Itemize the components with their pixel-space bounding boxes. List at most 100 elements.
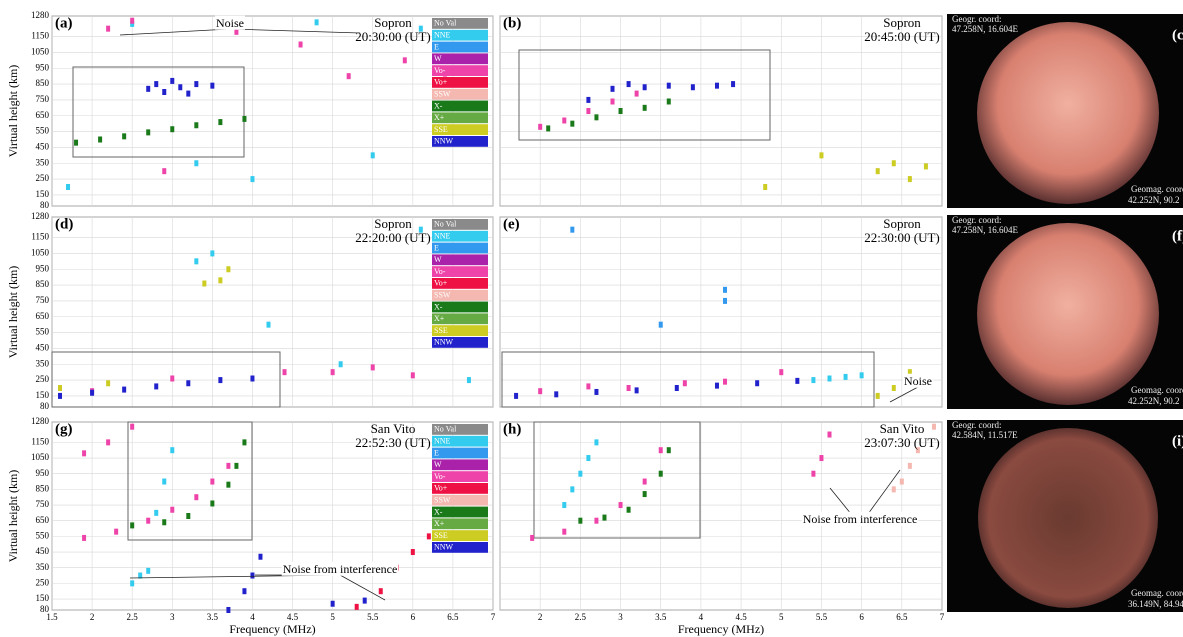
- geogr-label: Geogr. coord:: [952, 14, 1002, 24]
- echo-point: [586, 455, 591, 462]
- echo-point: [642, 478, 647, 485]
- legend-swatch: [432, 325, 488, 336]
- geomag-label: Geomag. coord:: [1131, 184, 1183, 194]
- geogr-value: 47.258N, 16.604E: [952, 24, 1018, 34]
- echo-point: [154, 509, 159, 516]
- echo-point: [266, 321, 271, 328]
- x-tick-label: 4: [250, 612, 255, 622]
- y-axis-label: Virtual height (km): [6, 65, 20, 158]
- echo-point: [402, 57, 407, 64]
- echo-point: [122, 133, 127, 140]
- echo-point: [570, 486, 575, 493]
- echo-point: [666, 447, 671, 454]
- annotation-bg: [903, 373, 933, 388]
- echo-point: [162, 478, 167, 485]
- echo-point: [210, 82, 215, 89]
- echo-point: [827, 431, 832, 438]
- echo-point: [338, 361, 343, 368]
- echo-point: [570, 226, 575, 233]
- legend-label: SSE: [434, 326, 448, 335]
- echo-point: [594, 517, 599, 524]
- time: 20:30:00 (UT): [355, 29, 430, 44]
- echo-point: [218, 277, 223, 284]
- y-tick-label: 350: [36, 358, 50, 368]
- x-tick-label: 6.5: [896, 612, 908, 622]
- legend-swatch: [432, 242, 488, 254]
- legend-swatch: [432, 112, 488, 124]
- echo-point: [426, 533, 431, 540]
- echo-point: [154, 81, 159, 88]
- echo-point: [811, 470, 816, 477]
- panel-label: (f): [1172, 228, 1183, 244]
- legend-label: NNE: [434, 232, 451, 241]
- station: Sopron: [374, 216, 412, 231]
- y-tick-label: 850: [36, 279, 50, 289]
- echo-point: [819, 455, 824, 462]
- echo-point: [178, 84, 183, 91]
- legend-label: X+: [434, 113, 445, 122]
- legend-swatch: [432, 506, 488, 518]
- y-tick-label: 450: [36, 342, 50, 352]
- legend-swatch: [432, 88, 488, 100]
- echo-point: [602, 514, 607, 521]
- panel-label: (d): [55, 216, 73, 232]
- echo-point: [642, 84, 647, 91]
- legend-swatch: [432, 494, 488, 506]
- legend-label: No Val: [434, 220, 457, 229]
- x-tick-label: 2.5: [127, 612, 139, 622]
- echo-point: [122, 386, 127, 393]
- y-tick-label: 150: [36, 189, 50, 199]
- legend-label: SSE: [434, 531, 448, 540]
- echo-point: [226, 266, 231, 273]
- echo-point: [98, 136, 103, 143]
- annotation-bg: [215, 15, 245, 30]
- highlight-box: [72, 66, 245, 158]
- echo-point: [370, 152, 375, 159]
- echo-point: [931, 423, 936, 430]
- echo-point: [626, 81, 631, 88]
- echo-point: [218, 377, 223, 384]
- x-axis-label: Frequency (MHz): [229, 622, 315, 636]
- echo-point: [130, 20, 135, 27]
- y-tick-label: 850: [36, 483, 50, 493]
- echo-point: [74, 139, 79, 146]
- y-tick-label: 1150: [31, 31, 49, 41]
- legend-label: NNW: [434, 338, 454, 347]
- legend-swatch: [432, 424, 488, 435]
- echo-point: [578, 470, 583, 477]
- annotation-bg: [801, 511, 919, 526]
- echo-point: [82, 450, 87, 457]
- legend-swatch: [432, 313, 488, 325]
- echo-point: [226, 462, 231, 469]
- y-tick-label: 550: [36, 126, 50, 136]
- echo-point: [106, 380, 111, 387]
- legend-label: E: [434, 42, 439, 51]
- echo-point: [146, 129, 151, 136]
- echo-point: [210, 500, 215, 507]
- legend-swatch: [432, 483, 488, 494]
- echo-point: [634, 90, 639, 97]
- geogr-value: 42.584N, 11.517E: [952, 430, 1018, 440]
- echo-point: [674, 385, 679, 391]
- echo-point: [907, 462, 912, 469]
- station: San Vito: [880, 421, 925, 436]
- y-tick-label: 250: [36, 577, 50, 587]
- plot-area: [499, 15, 943, 207]
- legend-swatch: [432, 447, 488, 459]
- echo-point: [779, 369, 784, 376]
- legend-swatch: [432, 471, 488, 482]
- echo-point: [586, 96, 591, 103]
- echo-point: [642, 104, 647, 111]
- echo-point: [346, 73, 351, 80]
- echo-point: [362, 597, 367, 604]
- echo-point: [194, 258, 199, 265]
- plot-area: [51, 421, 494, 611]
- echo-point: [162, 168, 167, 175]
- y-tick-label: 150: [36, 390, 50, 400]
- plot-area: [51, 15, 494, 207]
- legend-label: NNW: [434, 137, 454, 146]
- legend-label: X-: [434, 302, 443, 311]
- legend-swatch: [432, 542, 488, 553]
- y-tick-label: 650: [36, 311, 50, 321]
- legend-swatch: [432, 530, 488, 541]
